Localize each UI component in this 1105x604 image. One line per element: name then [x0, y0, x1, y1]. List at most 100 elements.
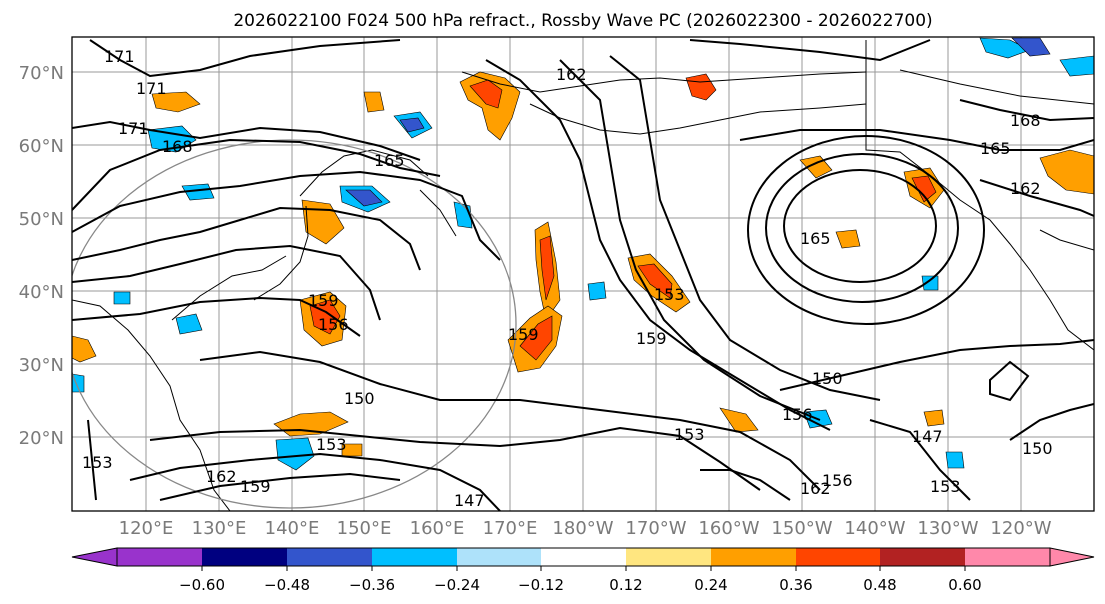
coastline-alaska-south — [529, 103, 867, 135]
positive-patch — [799, 155, 833, 179]
positive-patch — [341, 443, 363, 457]
colorbar-tick-label: −0.12 — [518, 576, 564, 594]
contour-label: 168 — [1010, 111, 1041, 130]
rossby-region-circle — [72, 139, 517, 509]
contour-label: 162 — [556, 65, 587, 84]
contour-label: 153 — [82, 453, 113, 472]
contour-label: 153 — [654, 285, 685, 304]
contour-label: 165 — [374, 151, 405, 170]
colorbar-frame — [116, 547, 1051, 567]
contour-line — [779, 339, 1094, 391]
colorbar-tick-label: −0.24 — [434, 576, 480, 594]
colorbar-extend-high — [1049, 547, 1095, 567]
contour-label: 162 — [206, 467, 237, 486]
map-area: 171 171 171 168 165 165 168 165 162 162 … — [72, 37, 1094, 511]
contour-line — [609, 55, 881, 401]
contour-line — [199, 350, 821, 491]
colorbar-extend-low — [71, 547, 118, 567]
strong-negative-patch — [345, 189, 383, 207]
contour-label: 150 — [344, 389, 375, 408]
coastline-north-america — [865, 40, 1094, 351]
lon-label: 160°E — [410, 518, 465, 539]
negative-patch — [181, 183, 215, 201]
positive-patch — [151, 91, 201, 113]
positive-patch — [363, 91, 385, 113]
negative-patch — [175, 313, 203, 335]
contour-label: 147 — [454, 491, 485, 510]
contour-ring — [747, 135, 985, 325]
lon-label: 120°W — [990, 518, 1051, 539]
colorbar-swatch — [711, 548, 796, 566]
colorbar-tick-label: 0.36 — [779, 576, 812, 594]
lon-label: 180°W — [552, 518, 613, 539]
colorbar: −0.60 −0.48 −0.36 −0.24 −0.12 0.12 0.24 … — [71, 547, 1095, 594]
lon-label: 130°E — [192, 518, 247, 539]
contour-loop — [989, 360, 1030, 402]
negative-patch — [72, 373, 85, 393]
strong-positive-patch — [637, 263, 673, 299]
lon-label: 140°E — [265, 518, 320, 539]
contour-line — [559, 59, 821, 421]
colorbar-swatch — [796, 548, 880, 566]
shaded-patches — [72, 37, 1094, 471]
lat-label: 20°N — [19, 428, 64, 449]
contour-line — [159, 472, 401, 501]
strong-positive-patch — [519, 315, 553, 361]
contour-line — [149, 426, 761, 491]
contour-ring — [765, 153, 959, 303]
positive-patch — [835, 229, 861, 249]
colorbar-tick-label: −0.60 — [179, 576, 225, 594]
contour-line — [89, 39, 401, 78]
coastline-japan — [253, 205, 309, 301]
contour-label: 162 — [1010, 179, 1041, 198]
contour-ring — [783, 169, 937, 283]
contour-line — [87, 419, 97, 501]
negative-patch — [1059, 55, 1094, 77]
map-title: 2026022100 F024 500 hPa refract., Rossby… — [233, 11, 932, 31]
contour-line — [72, 206, 421, 271]
contour-label: 150 — [812, 369, 843, 388]
contour-label: 159 — [240, 477, 271, 496]
map-frame — [71, 36, 1095, 512]
contour-line — [485, 59, 831, 431]
colorbar-tick-label: 0.60 — [948, 576, 981, 594]
colorbar-tick-label: −0.48 — [264, 576, 310, 594]
border-us — [1039, 229, 1094, 251]
contour-label: 156 — [782, 405, 813, 424]
contour-line — [869, 419, 971, 501]
negative-patch — [921, 275, 939, 291]
lat-labels: 70°N 60°N 50°N 40°N 30°N 20°N — [19, 63, 64, 449]
contour-line — [689, 39, 931, 62]
lon-label: 140°W — [844, 518, 905, 539]
contours — [72, 39, 1094, 511]
lon-label: 130°W — [917, 518, 978, 539]
contour-line — [72, 138, 441, 211]
colorbar-swatch — [202, 548, 287, 566]
contour-line — [129, 452, 501, 511]
contour-line — [72, 120, 421, 161]
lat-label: 70°N — [19, 63, 64, 84]
lat-label: 30°N — [19, 355, 64, 376]
contour-label: 147 — [912, 427, 943, 446]
contour-label: 153 — [930, 477, 961, 496]
contour-label: 153 — [316, 435, 347, 454]
lon-label: 120°E — [119, 518, 174, 539]
contour-line — [72, 244, 381, 321]
colorbar-tick-label: −0.36 — [349, 576, 395, 594]
border-canada — [899, 69, 1094, 105]
colorbar-swatch — [287, 548, 372, 566]
contour-label: 168 — [162, 137, 193, 156]
strong-positive-patch — [911, 175, 937, 203]
lon-label: 150°W — [771, 518, 832, 539]
positive-patch — [719, 407, 759, 433]
contour-label: 171 — [104, 47, 135, 66]
contour-line — [72, 296, 361, 337]
negative-patch — [587, 281, 607, 301]
contour-label: 153 — [674, 425, 705, 444]
lon-labels: 120°E 130°E 140°E 150°E 160°E 170°E 180°… — [119, 518, 1052, 539]
colorbar-tick-label: 0.24 — [694, 576, 727, 594]
positive-patch — [72, 335, 97, 363]
lon-label: 160°W — [698, 518, 759, 539]
colorbar-tick-label: 0.48 — [863, 576, 896, 594]
